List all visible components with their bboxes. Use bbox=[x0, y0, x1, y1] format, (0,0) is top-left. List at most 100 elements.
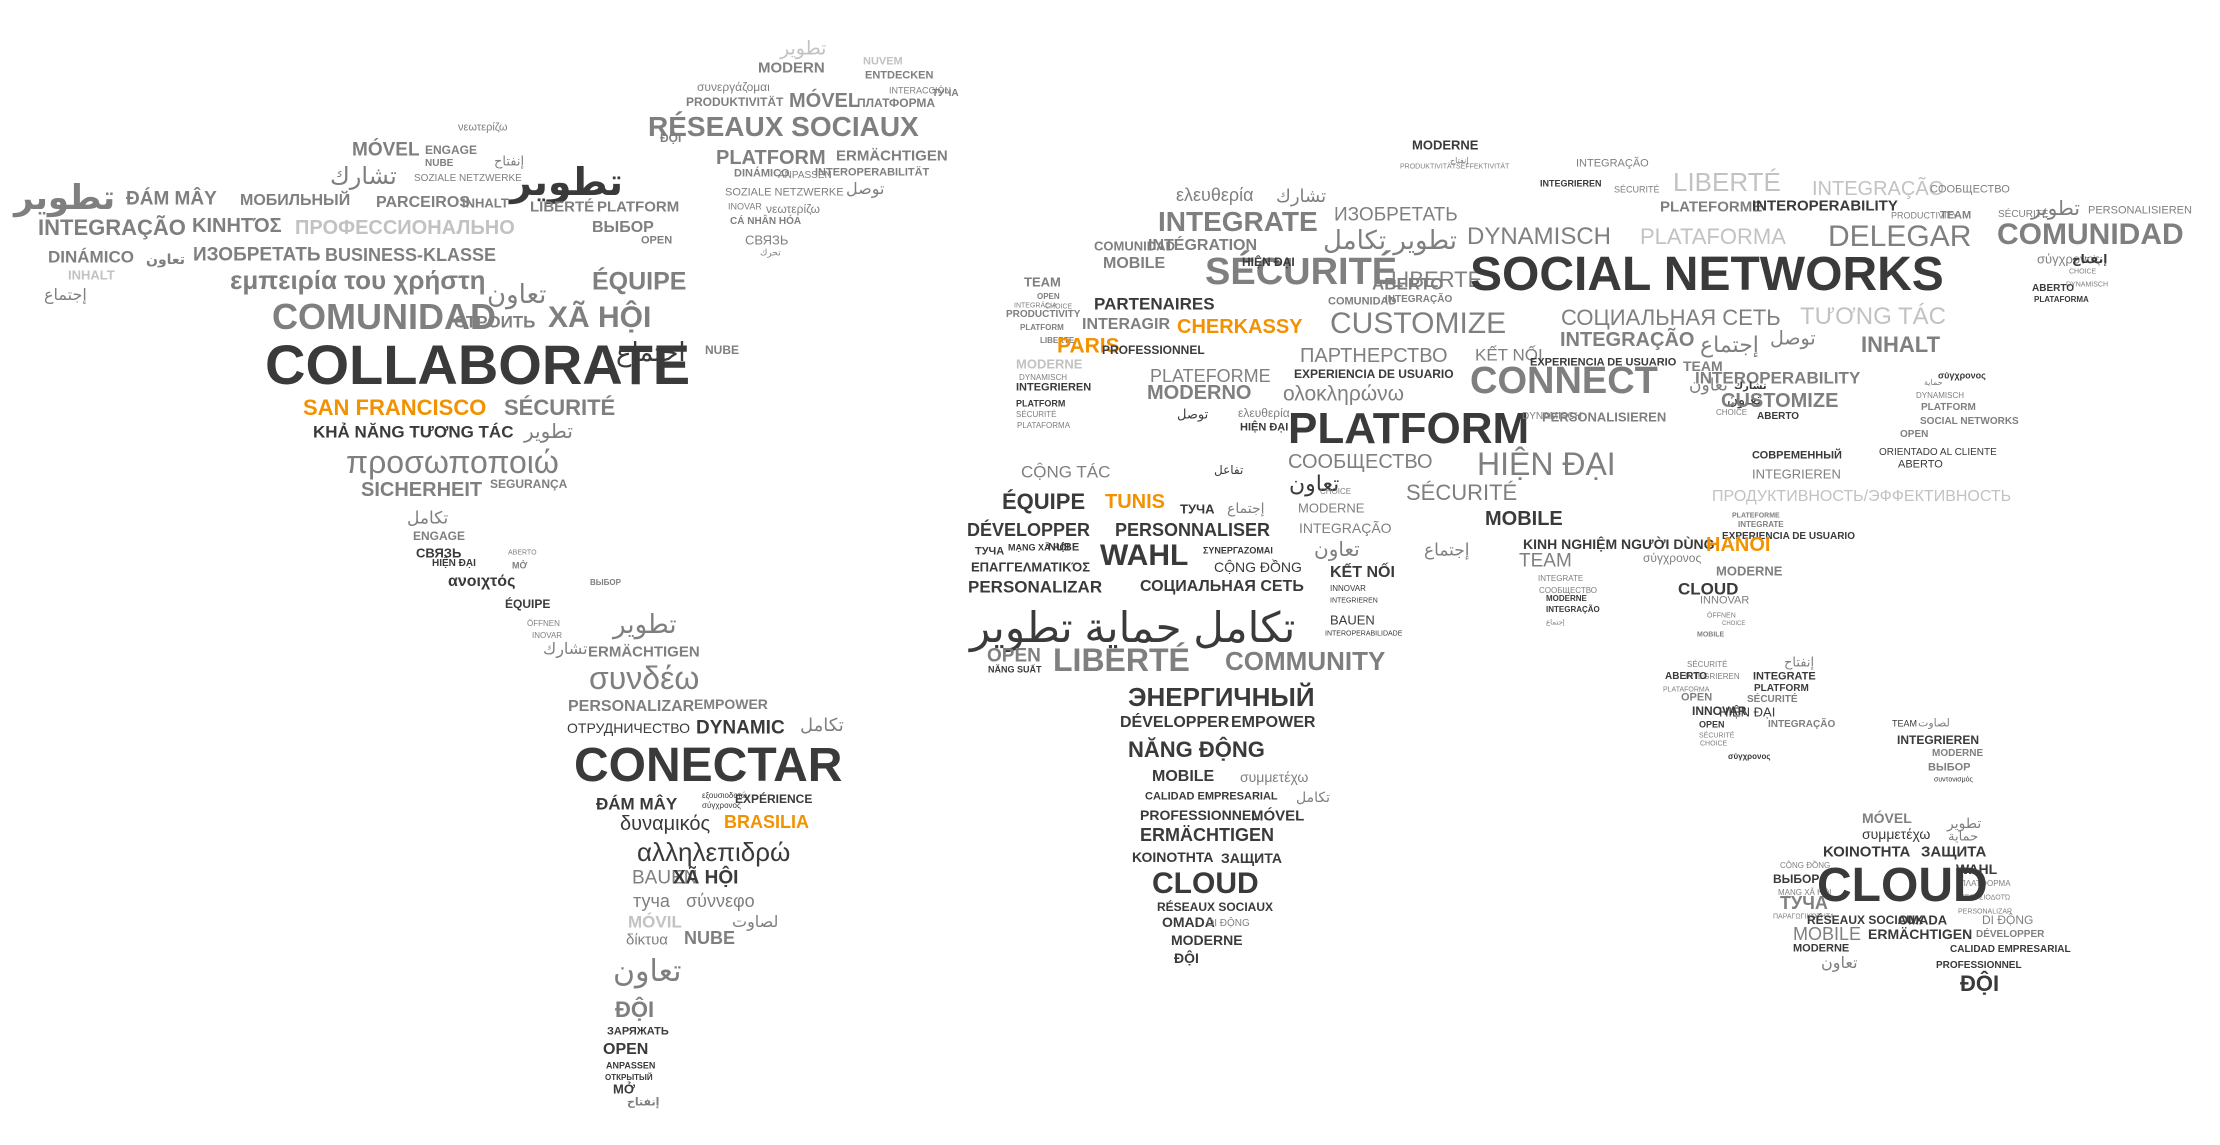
map-word-europe-africa: ελευθερία bbox=[1176, 185, 1254, 205]
map-word-australia: OMADA bbox=[1898, 912, 1948, 928]
map-word-north-america: ÉQUIPE bbox=[592, 267, 687, 296]
map-word-europe-africa: СОЦИАЛЬНАЯ СЕТЬ bbox=[1140, 578, 1304, 595]
map-word-asia: σύγχρονος bbox=[1643, 551, 1702, 565]
map-word-europe-africa: ABERTO bbox=[1372, 274, 1444, 294]
map-word-south-america: DYNAMIC bbox=[696, 717, 785, 739]
map-word-europe-africa: PRODUCTIVITY bbox=[1006, 309, 1081, 320]
map-word-asia: LIBERTÉ bbox=[1673, 167, 1781, 197]
map-word-asia: تطوير bbox=[2031, 198, 2080, 220]
map-word-australia: ЗАЩИТА bbox=[1921, 843, 1987, 861]
map-word-europe-africa: MODERNE bbox=[1016, 356, 1083, 372]
map-word-europe-africa: NĂNG ĐỘNG bbox=[1128, 737, 1265, 762]
map-word-greenland: νεωτερίζω bbox=[766, 202, 820, 216]
map-word-asia: EXPERIENCIA DE USUARIO bbox=[1722, 531, 1855, 542]
map-word-australia: ΚΟΙΝΟΤΗΤΑ bbox=[1823, 843, 1911, 861]
map-word-greenland: DINÁMICO bbox=[734, 167, 790, 180]
map-word-australia: συμμετέχω bbox=[1862, 826, 1931, 842]
map-word-asia: CHOICE bbox=[2069, 268, 2097, 276]
map-word-greenland: تحرك bbox=[760, 247, 781, 258]
map-word-asia: INTEGRATE bbox=[1538, 574, 1584, 583]
map-word-greenland: SOZIALE NETZWERKE bbox=[725, 186, 844, 199]
map-word-asia: MODERNE bbox=[1546, 594, 1587, 603]
map-word-south-america: ОТРУДНИЧЕСТВО bbox=[567, 720, 691, 736]
map-word-north-america: LIBERTÉ bbox=[530, 198, 595, 216]
map-word-asia: CHOICE bbox=[1722, 621, 1746, 627]
map-word-asia: INTEROPERABILITY bbox=[1695, 368, 1861, 388]
map-word-north-america: ВЫБОР bbox=[590, 578, 621, 587]
map-word-asia: СОЦИАЛЬНАЯ СЕТЬ bbox=[1561, 305, 1781, 330]
map-word-north-america: SEGURANÇA bbox=[490, 477, 568, 491]
map-word-south-america: إنفتاح bbox=[627, 1096, 660, 1109]
map-word-europe-africa: EMPOWER bbox=[1231, 714, 1316, 731]
map-word-north-america: DINÁMICO bbox=[48, 247, 134, 267]
map-word-asia: تعاون bbox=[1727, 391, 1762, 409]
map-word-asia: ABERTO bbox=[1757, 411, 1800, 422]
map-word-europe-africa: ЭНЕРГИЧНЫЙ bbox=[1128, 682, 1315, 712]
map-word-asia: PLATEFORME bbox=[1732, 512, 1780, 520]
map-word-south-america: CONECTAR bbox=[574, 739, 843, 792]
map-word-europe-africa: MẠNG XÃ HỘI bbox=[1008, 542, 1070, 553]
map-word-asia: MOBILE bbox=[1485, 508, 1563, 530]
map-word-europe-africa: OPEN bbox=[987, 645, 1041, 667]
map-word-europe-africa: INTEGRAÇÃO bbox=[1385, 294, 1453, 305]
map-word-north-america: εμπειρία του χρήστη bbox=[230, 265, 486, 295]
map-word-asia: HIỆN ĐẠI bbox=[1477, 446, 1616, 482]
map-word-australia: ВЫБОР bbox=[1773, 872, 1820, 886]
map-word-south-america: تطوير bbox=[613, 609, 677, 639]
map-word-north-america: KHẢ NĂNG TƯƠNG TÁC bbox=[313, 422, 514, 442]
map-word-europe-africa: KẾT NỐI bbox=[1330, 564, 1395, 581]
map-word-north-america: INHALT bbox=[462, 195, 509, 211]
map-word-greenland: INTERACCIÓN bbox=[889, 85, 952, 96]
map-word-southeast-asia: SÉCURITÉ bbox=[1699, 732, 1735, 740]
map-word-southeast-asia: PLATAFORMA bbox=[1663, 686, 1710, 694]
map-word-north-america: PARCEIROS bbox=[376, 194, 470, 211]
map-word-europe-africa: CLOUD bbox=[1152, 867, 1259, 900]
map-word-australia: تعاون bbox=[1821, 955, 1858, 972]
map-word-north-america: ABERTO bbox=[508, 549, 537, 557]
map-word-north-america: إنفتاح bbox=[494, 153, 525, 169]
map-word-europe-africa: ΚΟΙΝΟΤΗΤΑ bbox=[1132, 849, 1214, 865]
map-word-europe-africa: تفاعل bbox=[1214, 463, 1244, 477]
map-word-southeast-asia: TEAM bbox=[1892, 718, 1918, 729]
map-word-south-america: لصاوت bbox=[732, 914, 779, 931]
map-word-europe-africa: DYNAMISCH bbox=[1019, 373, 1068, 382]
map-word-asia: INTEGRAÇÃO bbox=[1546, 605, 1600, 614]
map-word-north-america: XÃ HỘI bbox=[548, 301, 652, 334]
map-word-asia: DELEGAR bbox=[1828, 220, 1972, 253]
map-word-asia: إجتماع bbox=[1700, 332, 1759, 357]
map-word-north-america: ΚΙΝΗΤΌΣ bbox=[192, 215, 282, 237]
map-word-greenland: συνεργάζομαι bbox=[697, 80, 770, 94]
map-word-europe-africa: LIBERTE bbox=[1040, 336, 1075, 345]
map-word-asia: MOBILE bbox=[1697, 631, 1725, 639]
map-word-southeast-asia: INTEGRIEREN bbox=[1897, 733, 1980, 747]
map-word-australia: RÉSEAUX SOCIAUX bbox=[1807, 913, 1924, 927]
map-word-europe-africa: تطوير تكامل bbox=[1323, 225, 1457, 255]
map-word-australia: WAHL bbox=[1956, 861, 1998, 877]
map-word-asia: INTEGRIEREN bbox=[1540, 178, 1602, 189]
map-word-europe-africa: PLATFORM bbox=[1288, 404, 1530, 453]
map-word-north-america: OPEN bbox=[641, 234, 673, 247]
map-word-asia: COMUNIDAD bbox=[1997, 218, 2184, 251]
map-word-europe-africa: PROFESSIONNEL bbox=[1102, 343, 1205, 357]
map-word-southeast-asia: OPEN bbox=[1681, 691, 1713, 704]
map-word-asia: PLATAFORMA bbox=[2034, 295, 2089, 304]
map-word-asia: PERSONALISIEREN bbox=[2088, 204, 2192, 217]
map-word-europe-africa: SÉCURITÉ bbox=[1016, 410, 1057, 419]
map-word-north-america: PLATFORM bbox=[597, 198, 680, 216]
map-word-europe-africa: PARTENAIRES bbox=[1094, 294, 1215, 314]
map-word-australia: ΠΛΑΤΦΟΡΜΑ bbox=[1960, 879, 2011, 888]
map-word-europe-africa: OPEN bbox=[1037, 292, 1060, 301]
map-word-asia: COOБЩЕСТВО bbox=[1539, 586, 1597, 595]
map-word-europe-africa: MODERNE bbox=[1298, 500, 1365, 516]
map-word-asia: PERSONALISIEREN bbox=[1542, 409, 1667, 425]
map-word-north-america: ИЗОБРЕТАТЬ bbox=[193, 244, 321, 266]
map-word-australia: ΕΞΟΥΣΙΟΔΟΤΏ bbox=[1960, 894, 2011, 902]
map-word-europe-africa: INTEGRIEREN bbox=[1016, 381, 1092, 394]
map-word-greenland: СВЯЗЬ bbox=[745, 232, 789, 248]
map-word-europe-africa: ΣΥΝΕΡΓΑΖΟΜΑΙ bbox=[1203, 545, 1273, 556]
map-word-europe-africa: ТУЧА bbox=[975, 545, 1005, 558]
map-word-europe-africa: تعاون bbox=[1314, 539, 1360, 561]
map-word-asia: ABERTO bbox=[2032, 283, 2075, 294]
map-word-europe-africa: LIBERTÉ bbox=[1391, 267, 1483, 292]
map-word-north-america: ανοιχτός bbox=[448, 573, 516, 590]
